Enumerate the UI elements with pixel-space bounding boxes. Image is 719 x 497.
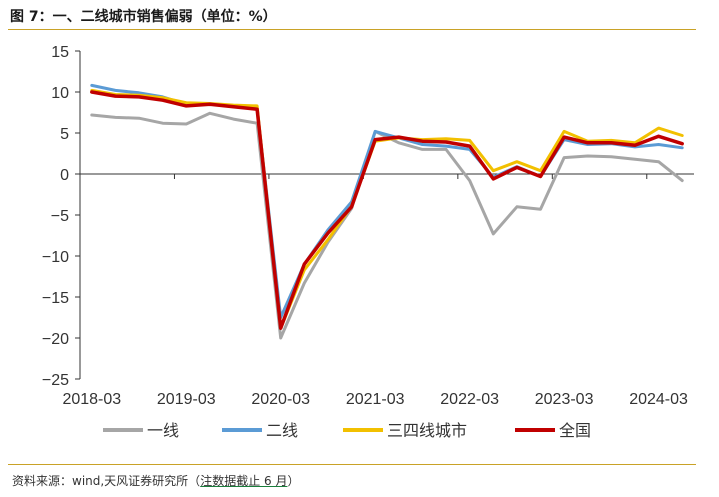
x-tick-label: 2024-03 [629,391,688,408]
legend-label: 全国 [559,421,591,440]
x-tick-label: 2018-03 [62,391,121,408]
series-line-4 [90,90,684,330]
x-tick-label: 2021-03 [346,391,405,408]
x-tick-label: 2022-03 [440,391,499,408]
source-prefix: 资料来源：wind,天风证券研究所（ [12,474,201,488]
series-line-3 [90,88,684,330]
series-line-2 [90,83,684,319]
y-tick-label: −10 [42,249,69,266]
series-layer [90,83,684,340]
x-tick-label: 2019-03 [157,391,216,408]
footer-divider [8,464,696,465]
legend-label: 一线 [147,421,179,440]
y-tick-label: −5 [51,208,69,225]
series-line-1 [90,111,684,340]
x-axis: 2018-03 2019-03 2020-03 2021-03 2022-03 2023-… [62,173,694,408]
y-tick-label: 5 [60,126,69,143]
legend-label: 三四线城市 [387,421,467,440]
y-tick-label: −20 [42,331,69,348]
source-suffix: ） [287,474,300,488]
source-cutoff-note: 注数据截止 6 月 [200,474,288,488]
y-tick-label: 0 [60,167,69,184]
source-note: 资料来源：wind,天风证券研究所（注数据截止 6 月） [12,472,299,489]
y-tick-label: −15 [42,290,69,307]
figure-title: 图 7：一、二线城市销售偏弱（单位：%） [10,9,277,25]
y-tick-label: 15 [51,44,69,61]
title-divider [8,29,696,30]
legend-label: 二线 [266,421,298,440]
y-tick-label: −25 [42,372,69,389]
line-chart: 15 10 5 0 −5 −10 −15 −20 −25 2018-03 2019-03 2020-… [42,44,694,440]
legend: 一线 二线 三四线城市 全国 [103,421,591,440]
x-tick-label: 2020-03 [251,391,310,408]
y-tick-label: 10 [51,85,69,102]
y-axis: 15 10 5 0 −5 −10 −15 −20 −25 [42,44,81,389]
x-tick-label: 2023-03 [535,391,594,408]
